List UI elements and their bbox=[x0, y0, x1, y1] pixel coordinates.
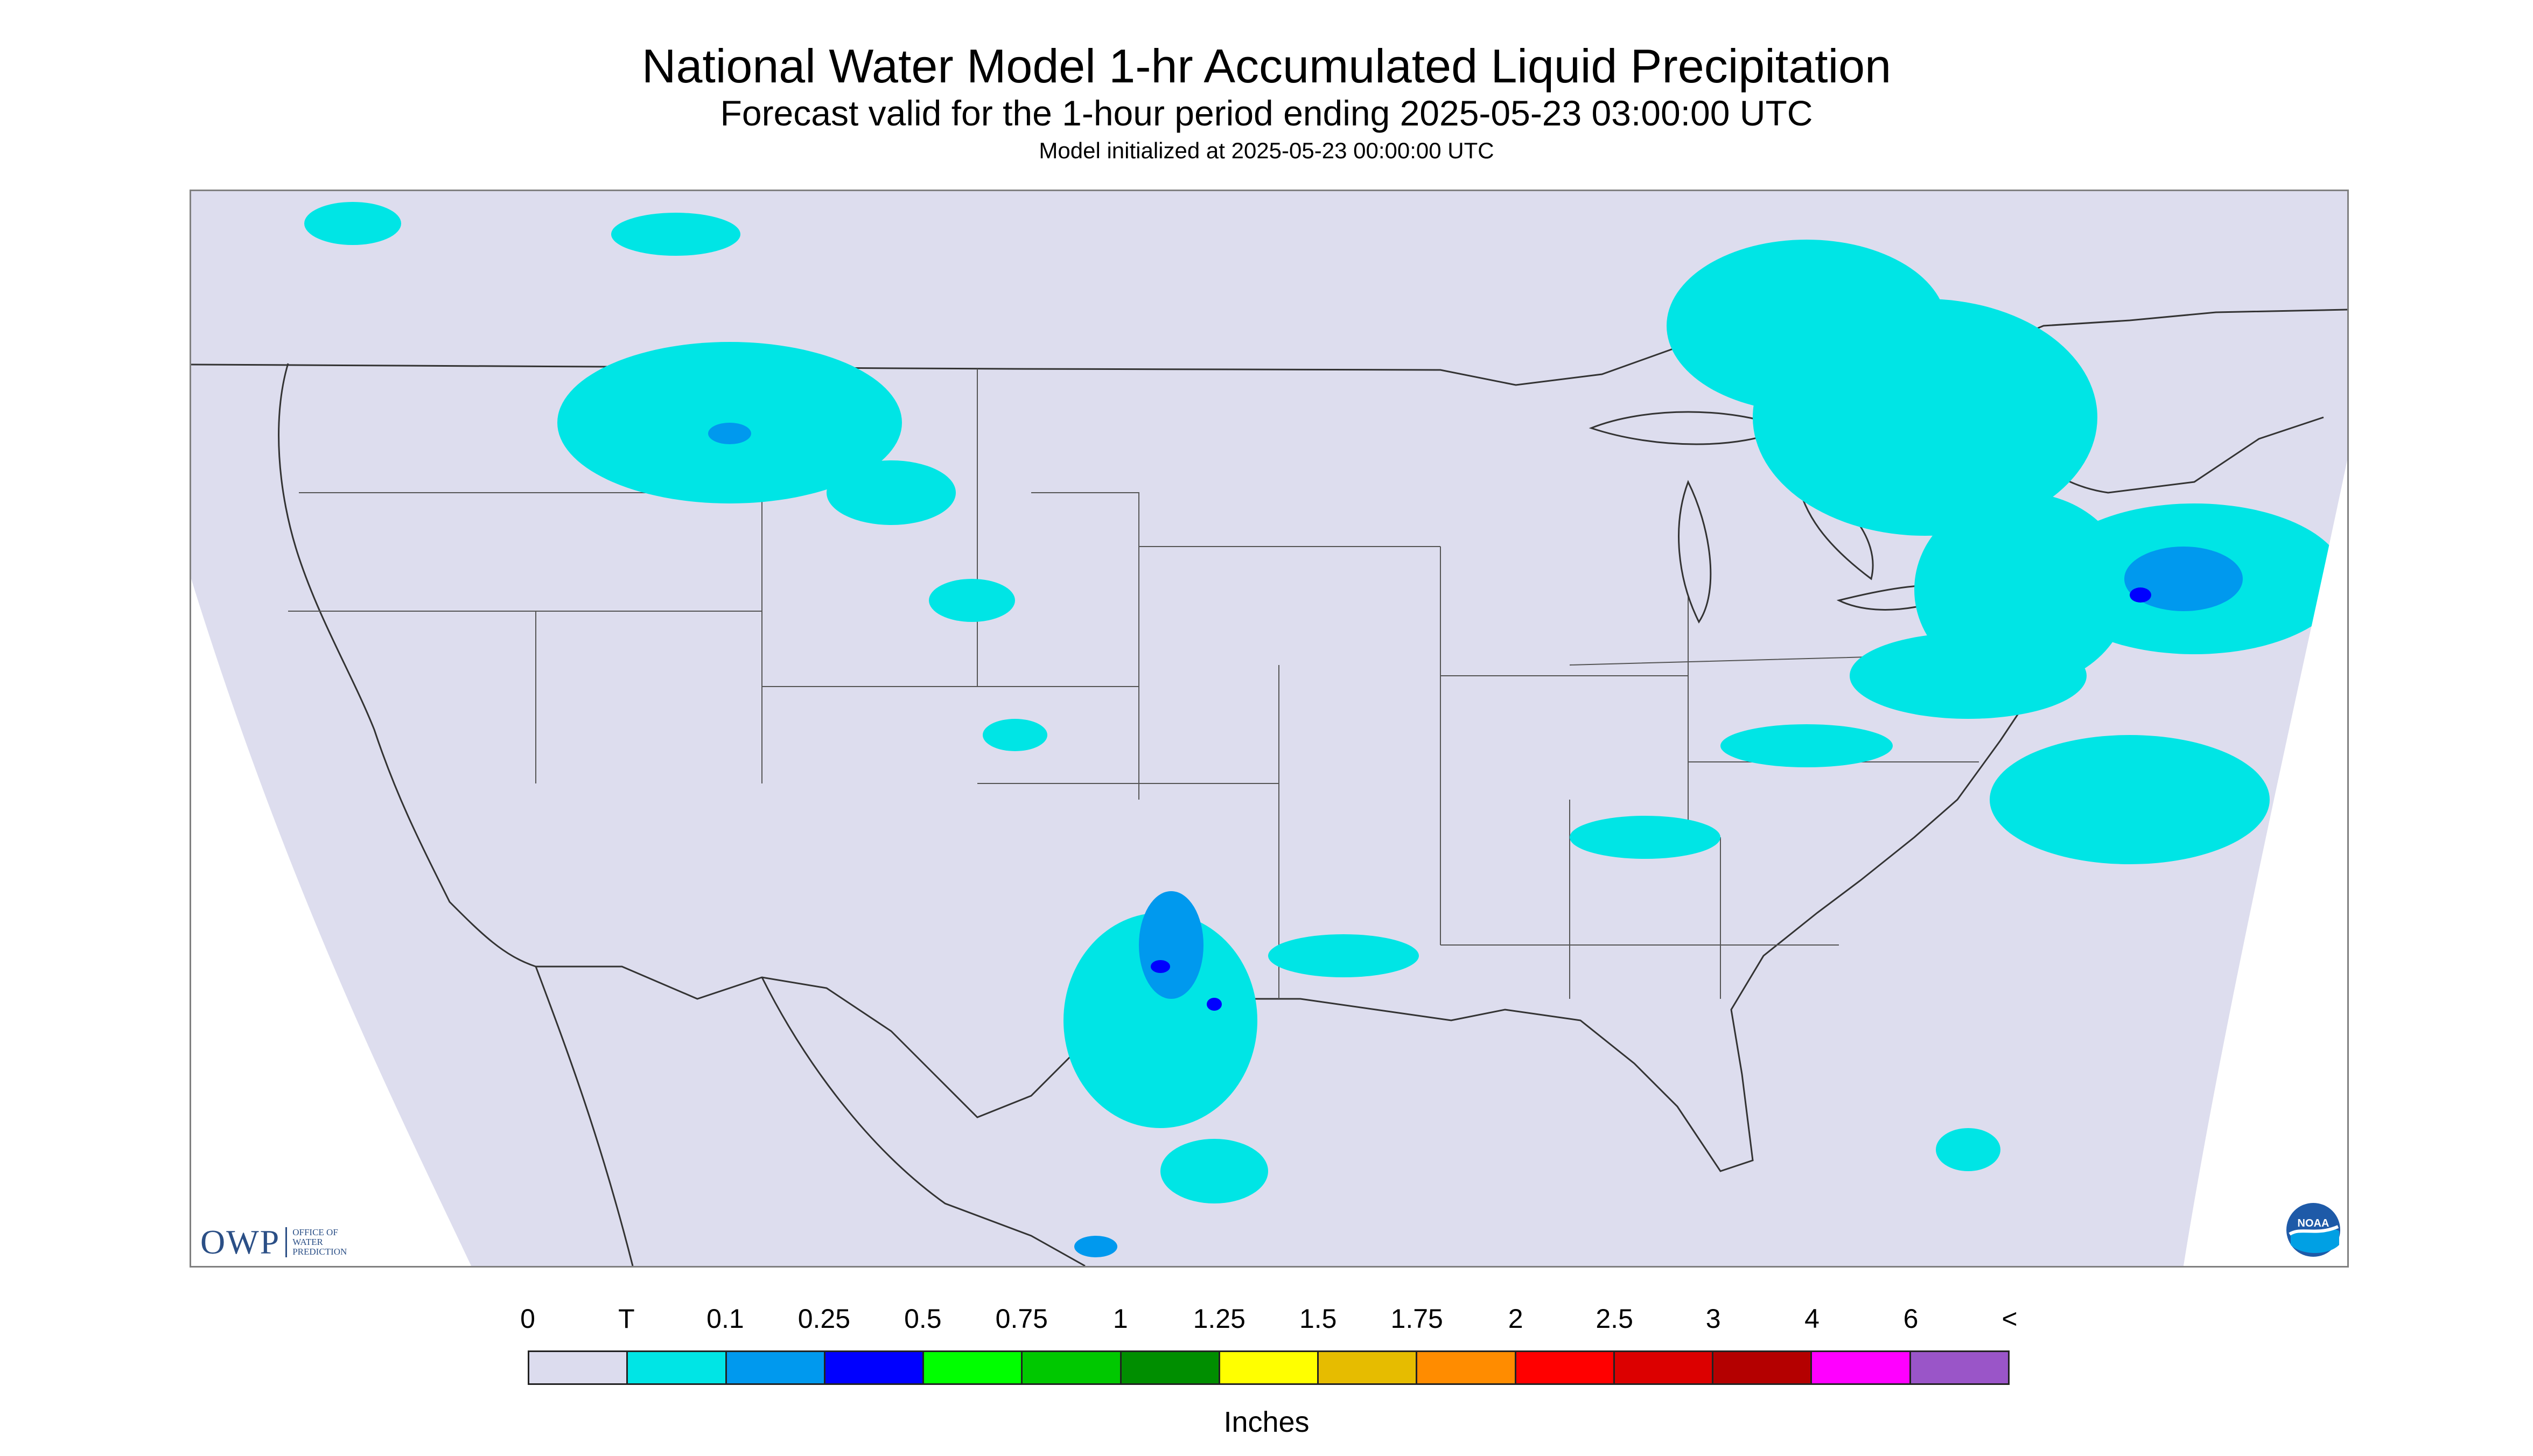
precip-legend: 0 T 0.1 0.25 0.5 0.75 1 1.25 1.5 1.75 2 2.5 3 4 6 < bbox=[520, 1303, 2018, 1422]
legend-swatch bbox=[924, 1352, 1023, 1383]
legend-swatch bbox=[1516, 1352, 1615, 1383]
legend-swatch bbox=[1319, 1352, 1418, 1383]
great-lakes bbox=[1589, 411, 1970, 624]
legend-swatch bbox=[726, 1352, 825, 1383]
owp-divider bbox=[285, 1227, 288, 1257]
legend-label: 6 bbox=[1903, 1304, 1919, 1334]
legend-swatch bbox=[1911, 1352, 2008, 1383]
legend-color-bar bbox=[528, 1350, 2010, 1385]
legend-label: 1.75 bbox=[1390, 1304, 1443, 1334]
legend-label: 0.1 bbox=[706, 1304, 744, 1334]
legend-label: 0 bbox=[520, 1304, 535, 1334]
legend-label: 1.25 bbox=[1193, 1304, 1245, 1334]
precip-0-25 bbox=[1151, 587, 2151, 1011]
legend-label: 3 bbox=[1705, 1304, 1721, 1334]
precip-0-1 bbox=[708, 423, 2243, 1257]
precip-trace bbox=[304, 202, 2345, 1203]
map-subtitle: Forecast valid for the 1-hour period end… bbox=[720, 93, 1813, 133]
legend-label: 2 bbox=[1508, 1304, 1523, 1334]
legend-swatch bbox=[1023, 1352, 1122, 1383]
model-init-line: Model initialized at 2025-05-23 00:00:00… bbox=[1039, 138, 1494, 163]
map-title: National Water Model 1-hr Accumulated Li… bbox=[641, 39, 1892, 93]
precipitation-map bbox=[190, 190, 2349, 1268]
legend-swatch bbox=[1417, 1352, 1516, 1383]
legend-swatch bbox=[1713, 1352, 1813, 1383]
legend-units: Inches bbox=[1223, 1406, 1310, 1438]
legend-label: 0.5 bbox=[904, 1304, 942, 1334]
legend-label: 2.5 bbox=[1596, 1304, 1633, 1334]
legend-label: 1.5 bbox=[1299, 1304, 1337, 1334]
legend-swatch bbox=[1220, 1352, 1319, 1383]
noaa-logo-icon: NOAA bbox=[2286, 1203, 2340, 1257]
legend-swatch bbox=[1121, 1352, 1220, 1383]
outside-domain bbox=[191, 460, 2347, 1266]
legend-label: 1 bbox=[1112, 1304, 1128, 1334]
legend-label: 4 bbox=[1804, 1304, 1820, 1334]
owp-text: OFFICE OF WATER PREDICTION bbox=[292, 1227, 347, 1257]
legend-label: T bbox=[618, 1304, 635, 1334]
owp-mark: OWP bbox=[200, 1223, 281, 1261]
legend-swatch bbox=[529, 1352, 628, 1383]
svg-text:NOAA: NOAA bbox=[2298, 1217, 2329, 1229]
legend-swatch bbox=[825, 1352, 925, 1383]
legend-label: 0.75 bbox=[995, 1304, 1048, 1334]
owp-logo: OWP OFFICE OF WATER PREDICTION bbox=[200, 1222, 347, 1262]
legend-label: < bbox=[2002, 1304, 2018, 1334]
legend-swatch bbox=[1812, 1352, 1911, 1383]
legend-swatch bbox=[628, 1352, 727, 1383]
legend-swatch bbox=[1614, 1352, 1714, 1383]
legend-label: 0.25 bbox=[797, 1304, 851, 1334]
